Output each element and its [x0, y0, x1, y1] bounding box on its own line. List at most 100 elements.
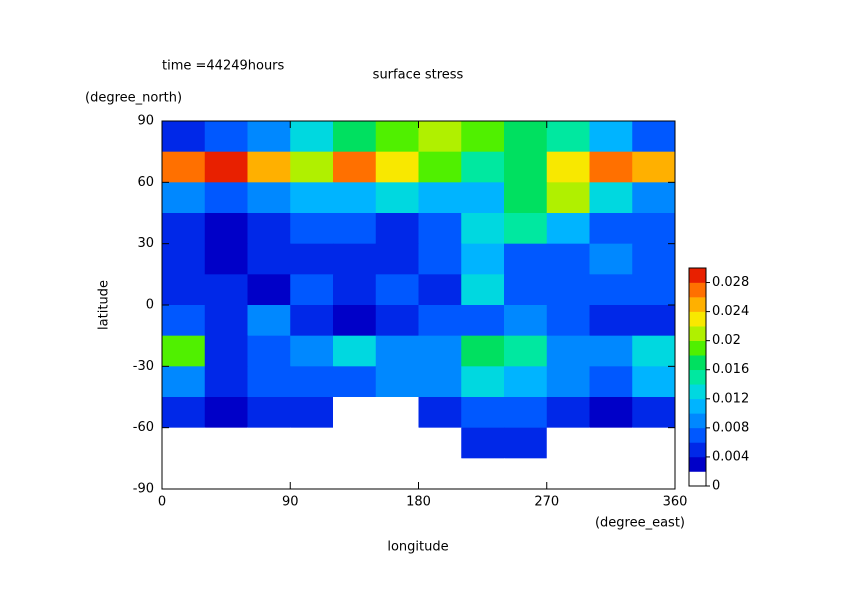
heat-cell: [162, 335, 206, 367]
chart-title: surface stress: [373, 68, 464, 83]
colorbar-tick-label: 0.008: [712, 420, 749, 435]
heat-cell: [204, 213, 248, 245]
heat-cell: [546, 397, 590, 429]
heat-cell: [375, 121, 419, 153]
heat-cell: [632, 427, 676, 459]
heat-cell: [247, 335, 291, 367]
chart-subtitle: time =44249hours: [162, 59, 285, 74]
heat-cell: [204, 182, 248, 214]
y-tick-label: -90: [133, 482, 154, 497]
heat-cell: [162, 305, 206, 337]
x-tick-label: 270: [534, 495, 559, 510]
heat-cell: [461, 213, 505, 245]
x-tick-label: 0: [158, 495, 166, 510]
heat-cell: [247, 366, 291, 398]
heat-cell: [418, 335, 462, 367]
heat-cell: [589, 243, 633, 275]
heat-cell: [418, 427, 462, 459]
y-tick-label: 0: [146, 298, 154, 313]
heat-cell: [546, 427, 590, 459]
heat-cell: [546, 274, 590, 306]
heat-cell: [375, 151, 419, 183]
heat-cell: [375, 458, 419, 490]
colorbar-band: [689, 456, 706, 472]
heat-cell: [162, 274, 206, 306]
colorbar-tick-label: 0.016: [712, 362, 749, 377]
heat-cell: [290, 366, 334, 398]
heat-cell: [247, 213, 291, 245]
heat-cell: [589, 335, 633, 367]
heat-cell: [375, 274, 419, 306]
heat-cell: [632, 458, 676, 490]
heat-cell: [418, 182, 462, 214]
heat-cell: [632, 213, 676, 245]
heat-cell: [418, 366, 462, 398]
heat-cell: [504, 213, 548, 245]
heat-cell: [546, 213, 590, 245]
heat-cell: [333, 121, 377, 153]
colorbar-band: [689, 413, 706, 429]
heat-cell: [632, 397, 676, 429]
heat-cell: [162, 427, 206, 459]
heat-cell: [375, 305, 419, 337]
heat-cell: [204, 274, 248, 306]
heat-cell: [504, 458, 548, 490]
heat-cell: [162, 243, 206, 275]
heat-cell: [632, 305, 676, 337]
heat-cell: [333, 213, 377, 245]
heat-cell: [162, 458, 206, 490]
heat-cell: [247, 427, 291, 459]
heat-cell: [375, 397, 419, 429]
heat-cell: [504, 274, 548, 306]
heat-cell: [589, 427, 633, 459]
heat-cell: [333, 366, 377, 398]
heat-cell: [290, 397, 334, 429]
heat-cell: [247, 274, 291, 306]
colorbar-band: [689, 340, 706, 356]
heat-cell: [247, 458, 291, 490]
colorbar-band: [689, 268, 706, 283]
heat-cell: [333, 397, 377, 429]
colorbar-band: [689, 471, 706, 487]
colorbar-band: [689, 398, 706, 414]
heat-cell: [504, 121, 548, 153]
heat-cell: [546, 458, 590, 490]
heat-cell: [504, 305, 548, 337]
heat-cell: [290, 243, 334, 275]
heat-cell: [333, 243, 377, 275]
heat-cell: [461, 366, 505, 398]
heat-cell: [504, 335, 548, 367]
heat-cell: [504, 151, 548, 183]
heat-cell: [333, 427, 377, 459]
heat-cell: [632, 151, 676, 183]
heat-cell: [589, 458, 633, 490]
heat-cell: [290, 427, 334, 459]
heat-cell: [375, 335, 419, 367]
heat-cell: [418, 274, 462, 306]
heat-cell: [632, 121, 676, 153]
colorbar-frame: [688, 267, 707, 487]
colorbar-band: [689, 384, 706, 400]
heat-cell: [375, 366, 419, 398]
colorbar-band: [689, 311, 706, 327]
x-axis-label: longitude: [387, 540, 448, 555]
heat-cell: [589, 151, 633, 183]
heat-cell: [632, 274, 676, 306]
colorbar-tick-label: 0.024: [712, 304, 749, 319]
heat-cell: [546, 121, 590, 153]
heat-cell: [204, 397, 248, 429]
x-tick-label: 180: [406, 495, 431, 510]
heat-cell: [333, 274, 377, 306]
heat-cell: [418, 397, 462, 429]
heat-cell: [204, 305, 248, 337]
heat-cell: [546, 151, 590, 183]
heat-cell: [589, 213, 633, 245]
heat-cell: [162, 397, 206, 429]
heat-cell: [589, 397, 633, 429]
heat-cell: [546, 335, 590, 367]
heat-cell: [461, 274, 505, 306]
heat-cell: [204, 121, 248, 153]
heat-cell: [461, 121, 505, 153]
heat-cell: [589, 182, 633, 214]
